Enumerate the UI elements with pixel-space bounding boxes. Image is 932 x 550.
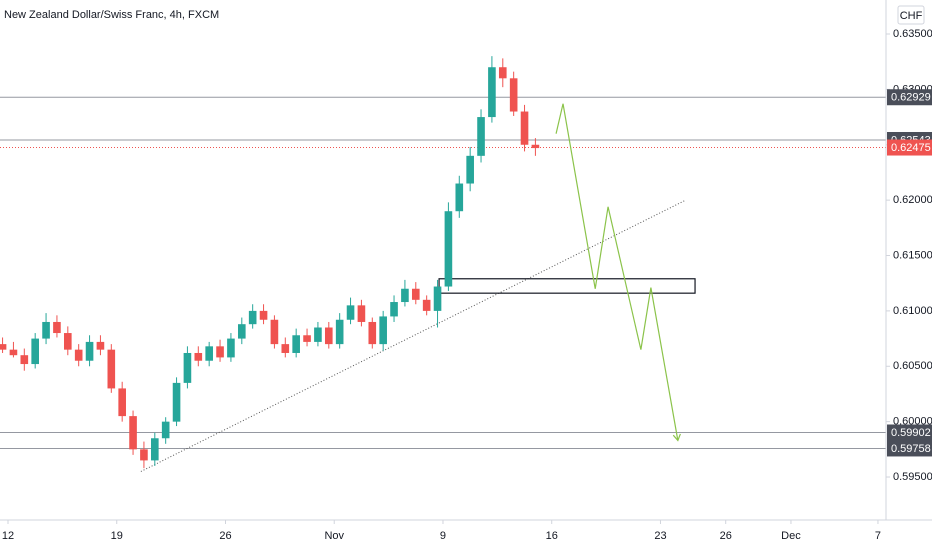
- candle-body: [161, 421, 170, 439]
- currency-box[interactable]: [897, 5, 925, 25]
- candle-body: [205, 346, 213, 361]
- x-tick-label: 9: [440, 530, 446, 542]
- candle-body: [324, 327, 333, 345]
- x-tick-label: 7: [875, 530, 881, 542]
- y-tick-label: 0.59500: [893, 471, 932, 483]
- candle-body: [455, 183, 464, 212]
- plot-layer: [0, 56, 540, 469]
- candle-body: [520, 111, 529, 145]
- candle-body: [379, 316, 387, 345]
- x-tick-label: 16: [546, 530, 558, 542]
- candle-body: [259, 310, 268, 320]
- candle-body: [216, 346, 224, 358]
- y-tick-label: 0.62000: [893, 194, 932, 206]
- x-tick-label: 26: [720, 530, 732, 542]
- candle-body: [183, 352, 192, 383]
- candle-body: [42, 321, 50, 339]
- price-label-box: [887, 89, 932, 106]
- price-label-box: [887, 424, 932, 441]
- candle-body: [0, 344, 7, 350]
- x-tick-label: 23: [654, 530, 666, 542]
- price-label: 0.62475: [891, 142, 931, 154]
- candle-body: [107, 349, 116, 389]
- candle-body: [488, 67, 496, 118]
- candle-body: [411, 288, 420, 300]
- candle-body: [368, 321, 377, 345]
- candle-body: [433, 286, 442, 311]
- candle-body: [498, 67, 507, 79]
- candle-body: [74, 349, 83, 361]
- x-tick-label: Dec: [781, 530, 801, 542]
- candle-body: [281, 344, 290, 353]
- candle-body: [53, 321, 61, 334]
- candle-body: [466, 155, 474, 184]
- chart-title: New Zealand Dollar/Swiss Franc, 4h, FXCM: [4, 9, 219, 21]
- price-label: 0.59902: [891, 427, 931, 439]
- candle-body: [335, 319, 344, 345]
- price-label-box: [887, 440, 932, 457]
- candle-body: [85, 341, 94, 361]
- candle-body: [227, 338, 235, 358]
- x-tick-label: Nov: [324, 530, 344, 542]
- candle-body: [357, 305, 366, 322]
- price-label-box: [887, 139, 932, 156]
- candle-body: [292, 335, 300, 353]
- price-label: 0.62929: [891, 92, 931, 104]
- candle-body: [390, 302, 398, 317]
- candle-body: [422, 299, 431, 311]
- candle-body: [194, 352, 203, 361]
- candle-body: [477, 117, 485, 156]
- projection-path: [555, 103, 679, 441]
- x-tick-label: 19: [111, 530, 123, 542]
- x-tick-label: 12: [2, 530, 14, 542]
- candle-body: [172, 382, 181, 422]
- candle-body: [270, 319, 279, 345]
- candle-body: [150, 438, 159, 461]
- y-tick-label: 0.61000: [893, 305, 932, 317]
- zone-box: [438, 278, 696, 294]
- candle-body: [248, 310, 257, 325]
- candle-body: [531, 144, 540, 149]
- candle-body: [9, 349, 18, 356]
- candle-body: [140, 449, 148, 461]
- trendline: [140, 199, 687, 472]
- candle-body: [401, 288, 409, 303]
- candle-body: [20, 355, 29, 365]
- candle-body: [31, 338, 39, 365]
- price-label: 0.59758: [891, 443, 931, 455]
- x-tick-label: 26: [219, 530, 231, 542]
- y-tick-label: 0.63500: [893, 28, 932, 40]
- candle-body: [96, 341, 105, 350]
- candle-body: [64, 333, 72, 350]
- projection-arrowhead: [672, 433, 681, 442]
- candle-body: [509, 78, 518, 112]
- candle-body: [346, 305, 355, 320]
- candle-body: [314, 327, 322, 342]
- candle-body: [444, 211, 453, 287]
- candle-body: [129, 416, 137, 450]
- y-tick-label: 0.61500: [893, 249, 932, 261]
- candle-body: [237, 324, 246, 339]
- currency: CHF: [900, 10, 923, 22]
- candle-body: [303, 335, 311, 342]
- grid-layer: [0, 96, 886, 472]
- y-tick-label: 0.60500: [893, 360, 932, 372]
- candle-body: [118, 388, 126, 417]
